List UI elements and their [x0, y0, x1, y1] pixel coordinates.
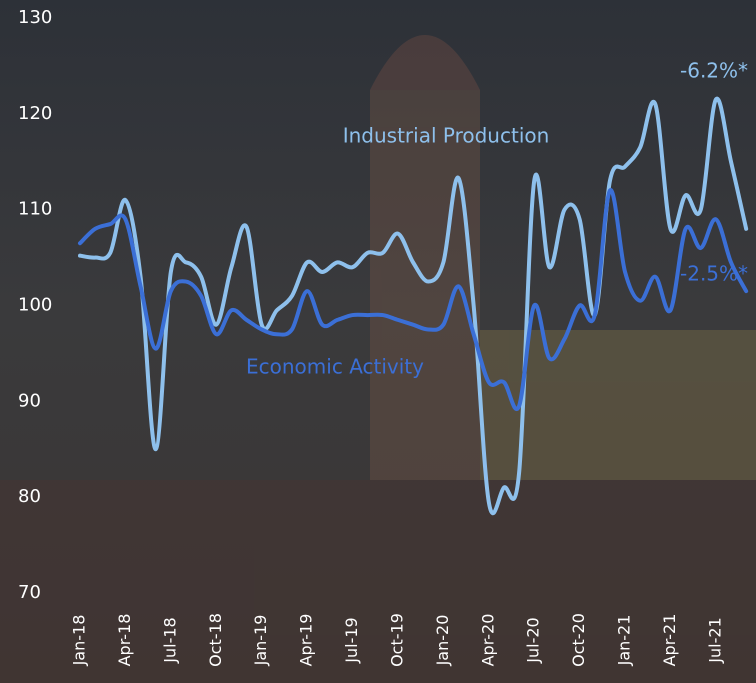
x-tick-label: Apr-18	[115, 614, 134, 667]
x-tick-label: Oct-19	[387, 613, 406, 667]
x-tick-label: Oct-20	[569, 613, 588, 667]
x-tick-label: Jul-21	[705, 617, 724, 663]
x-tick-label: Jul-18	[160, 617, 179, 663]
x-tick-label: Oct-18	[206, 613, 225, 667]
y-tick-label: 80	[18, 486, 41, 507]
y-tick-label: 70	[18, 582, 41, 603]
annotation: -6.2%*	[680, 59, 748, 83]
series-line	[78, 96, 749, 515]
y-tick-label: 110	[18, 199, 52, 220]
x-tick-label: Jul-19	[342, 617, 361, 663]
x-tick-label: Jan-18	[70, 615, 89, 667]
annotation: -2.5%*	[680, 262, 748, 286]
x-tick-label: Apr-21	[660, 614, 679, 667]
y-tick-label: 100	[18, 295, 52, 316]
y-tick-label: 120	[18, 103, 52, 124]
annotation: Economic Activity	[246, 355, 424, 379]
series-line	[78, 188, 749, 411]
y-tick-label: 130	[18, 7, 52, 28]
y-tick-label: 90	[18, 390, 41, 411]
x-tick-label: Jan-21	[615, 615, 634, 667]
x-tick-label: Jul-20	[524, 617, 543, 663]
x-tick-label: Apr-20	[478, 614, 497, 667]
x-tick-label: Apr-19	[297, 614, 316, 667]
background-building	[0, 35, 756, 683]
x-tick-label: Jan-19	[251, 615, 270, 667]
x-tick-label: Jan-20	[433, 615, 452, 667]
annotation: Industrial Production	[343, 124, 550, 148]
